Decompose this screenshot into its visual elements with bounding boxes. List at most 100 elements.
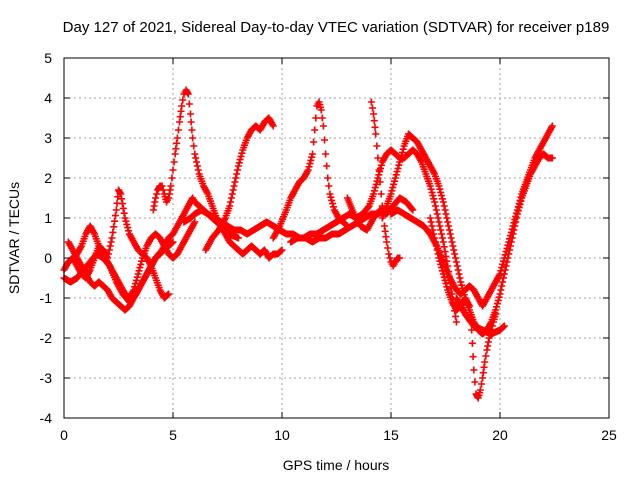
data-point — [153, 190, 161, 198]
data-point — [502, 248, 510, 256]
data-point — [191, 218, 199, 226]
data-point — [228, 190, 236, 198]
data-point — [384, 244, 392, 252]
data-point — [311, 126, 319, 134]
data-point — [434, 214, 442, 222]
data-point — [374, 174, 382, 182]
data-point — [138, 257, 146, 265]
data-point — [158, 182, 166, 190]
data-point — [106, 242, 114, 250]
data-point — [132, 280, 140, 288]
data-point — [427, 185, 435, 193]
data-point — [134, 270, 142, 278]
data-point — [229, 186, 237, 194]
data-point — [323, 162, 331, 170]
data-point — [236, 156, 244, 164]
data-point — [428, 222, 436, 230]
data-point — [429, 192, 437, 200]
data-point — [511, 216, 519, 224]
data-point — [152, 194, 160, 202]
data-point — [497, 286, 505, 294]
data-point — [468, 326, 476, 334]
data-point — [500, 322, 508, 330]
data-point — [328, 196, 336, 204]
x-tick-label: 20 — [492, 427, 508, 443]
series-track-12 — [387, 122, 556, 310]
data-point — [440, 273, 448, 281]
data-point — [482, 352, 490, 360]
data-point — [392, 171, 400, 179]
data-point — [509, 222, 517, 230]
data-point — [119, 204, 127, 212]
data-point — [123, 220, 131, 228]
data-point — [493, 300, 501, 308]
data-point — [169, 166, 177, 174]
data-point — [430, 195, 438, 203]
data-point — [394, 164, 402, 172]
data-point — [437, 260, 445, 268]
data-point — [438, 192, 446, 200]
data-point — [110, 223, 118, 231]
data-point — [506, 232, 514, 240]
data-point — [439, 238, 447, 246]
data-point — [452, 318, 460, 326]
data-point — [122, 217, 130, 225]
data-point — [514, 203, 522, 211]
data-point — [173, 134, 181, 142]
data-point — [453, 262, 461, 270]
data-point — [231, 178, 239, 186]
data-point — [393, 168, 401, 176]
data-point — [389, 184, 397, 192]
data-point — [308, 153, 316, 161]
data-point — [440, 243, 448, 251]
data-point — [130, 286, 138, 294]
grid-lines — [64, 58, 609, 418]
data-point — [455, 270, 463, 278]
data-point — [132, 276, 140, 284]
data-point — [443, 214, 451, 222]
data-point — [399, 145, 407, 153]
data-point — [493, 303, 501, 311]
y-tick-label: 3 — [44, 130, 52, 146]
data-point — [324, 174, 332, 182]
data-point — [440, 202, 448, 210]
data-point — [230, 182, 238, 190]
data-point — [476, 386, 484, 394]
data-point — [321, 136, 329, 144]
data-point — [368, 104, 376, 112]
data-point — [387, 190, 395, 198]
data-point — [326, 190, 334, 198]
data-point — [309, 150, 317, 158]
data-point — [233, 170, 241, 178]
data-point — [312, 114, 320, 122]
data-point — [396, 254, 404, 262]
data-point — [454, 266, 462, 274]
data-point — [221, 216, 229, 223]
data-point — [441, 276, 449, 284]
x-tick-label: 5 — [169, 427, 177, 443]
y-tick-label: 2 — [44, 170, 52, 186]
series-track-15 — [343, 194, 417, 234]
data-point — [548, 122, 556, 130]
y-tick-label: -3 — [40, 370, 53, 386]
data-point — [377, 190, 385, 198]
data-point — [111, 217, 119, 225]
data-point — [269, 122, 277, 130]
data-point — [435, 218, 443, 226]
data-point — [125, 227, 133, 235]
data-point — [438, 267, 446, 275]
data-point — [457, 278, 465, 286]
data-point — [187, 118, 195, 126]
data-point — [548, 154, 556, 162]
data-point — [108, 234, 116, 242]
data-point — [435, 254, 443, 262]
data-point — [429, 226, 437, 234]
data-point — [452, 312, 460, 320]
data-point — [322, 150, 330, 158]
data-point — [385, 250, 393, 258]
data-point — [325, 182, 333, 190]
data-point — [124, 224, 132, 232]
x-tick-label: 25 — [601, 427, 617, 443]
data-point — [497, 267, 505, 275]
data-point — [306, 160, 314, 168]
